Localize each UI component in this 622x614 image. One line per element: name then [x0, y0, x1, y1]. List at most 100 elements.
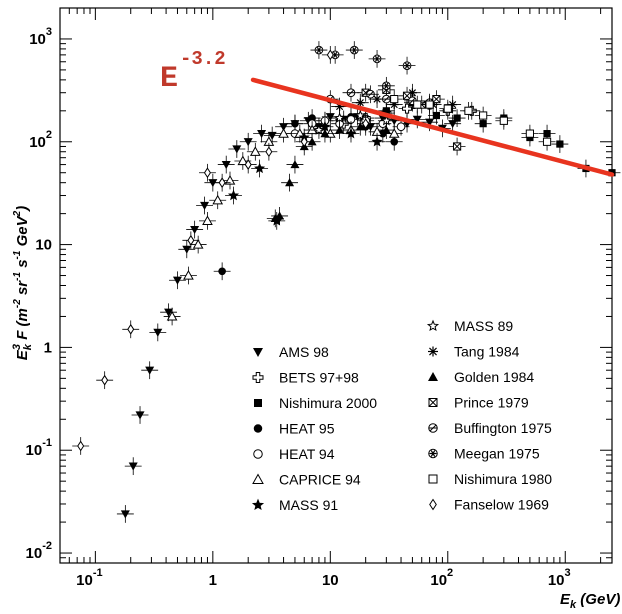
legend-label: HEAT 95: [279, 421, 335, 437]
data-point: [225, 186, 242, 205]
data-point: [213, 173, 231, 192]
legend-label: AMS 98: [279, 344, 329, 360]
data-point: [448, 109, 466, 127]
legend-entry: Prince 1979: [428, 395, 529, 411]
legend-entry: HEAT 94: [253, 446, 335, 462]
data-point: [281, 173, 299, 192]
legend-label: Nishimura 1980: [454, 471, 552, 487]
axis-titles: Ek (GeV) Ek3 F (m-2 sr-1 s-1 GeV2): [11, 206, 620, 611]
data-point: [427, 106, 445, 125]
data-point: [310, 41, 328, 59]
power-law-fit: [250, 77, 615, 177]
data-point: [182, 231, 200, 250]
legend-entry: CAPRICE 94: [252, 472, 361, 488]
legend-label: HEAT 94: [279, 446, 335, 462]
data-point: [228, 140, 246, 158]
legend-entry: Tang 1984: [428, 344, 520, 360]
legend-entry: HEAT 95: [253, 421, 335, 437]
data-point: [295, 132, 313, 151]
data-point: [460, 101, 477, 120]
x-tick-label: 103: [548, 567, 571, 589]
data-point: [275, 124, 293, 143]
y-axis-title: Ek3 F (m-2 sr-1 s-1 GeV2): [11, 206, 34, 360]
y-tick-label: 102: [29, 129, 52, 151]
data-point: [439, 99, 457, 118]
data-point: [421, 95, 439, 114]
data-point: [96, 371, 114, 390]
legend-label: Buffington 1975: [454, 420, 552, 436]
data-point: [189, 235, 207, 254]
data-point: [521, 124, 539, 143]
data-point: [448, 137, 466, 156]
data-point: [368, 132, 386, 151]
legend-entry: Buffington 1975: [428, 420, 552, 436]
data-point: [122, 320, 140, 339]
legend-entry: Golden 1984: [428, 369, 534, 385]
data-point: [538, 132, 556, 151]
data-point: [131, 406, 149, 424]
data-point: [377, 76, 395, 95]
data-point: [163, 307, 181, 326]
fit-line: [250, 77, 615, 177]
data-point: [377, 121, 395, 139]
legend-label: Nishimura 2000: [279, 395, 377, 411]
x-tick-label: 10: [322, 572, 339, 589]
legend-entry: Fanselow 1969: [429, 497, 549, 513]
data-point: [124, 457, 142, 476]
data-point: [342, 83, 360, 102]
legend-entry: MASS 91: [251, 497, 338, 513]
data-point: [286, 155, 304, 174]
legend-entry: Nishimura 2000: [254, 395, 377, 411]
data-point: [199, 163, 216, 182]
data-point: [116, 505, 134, 523]
legend-label: MASS 89: [454, 318, 513, 334]
data-point: [253, 124, 271, 143]
data-point: [351, 93, 369, 112]
data-point: [186, 220, 204, 239]
slope-annotation: E-3.2: [160, 48, 226, 96]
data-point: [357, 114, 375, 133]
data-point: [141, 361, 159, 380]
data-point: [495, 111, 513, 130]
y-tick-label: 10-2: [26, 540, 52, 562]
data-point: [251, 159, 269, 178]
legend-entry: Nishimura 1980: [428, 471, 552, 487]
legend-label: Fanselow 1969: [454, 497, 549, 513]
legend-label: Tang 1984: [454, 344, 520, 360]
legend-label: Prince 1979: [454, 395, 529, 411]
annotation: E-3.2: [160, 48, 226, 96]
x-tick-label: 102: [430, 567, 453, 589]
data-point: [209, 191, 227, 210]
legend-label: Meegan 1975: [454, 446, 540, 462]
data-point: [239, 155, 257, 174]
legend-entry: Meegan 1975: [428, 446, 540, 462]
legend-entry: MASS 89: [426, 318, 513, 334]
data-point: [398, 56, 416, 75]
data-point: [368, 49, 386, 68]
data-point: [271, 207, 289, 225]
y-tick-label: 10-1: [26, 437, 52, 459]
data-point: [474, 106, 492, 125]
data-point: [385, 90, 403, 108]
data-point: [199, 212, 216, 230]
legend-entry: BETS 97+98: [252, 370, 359, 386]
data-point: [169, 271, 186, 290]
y-tick-label: 103: [29, 26, 52, 48]
data-point: [221, 171, 239, 190]
legend-label: BETS 97+98: [279, 370, 359, 386]
data-points: [72, 41, 621, 523]
x-axis-title: Ek (GeV): [560, 591, 620, 611]
data-point: [551, 135, 569, 153]
data-point: [260, 142, 278, 161]
legend: AMS 98 BETS 97+98 Nishimura 2000 HEAT 95 HEA…: [251, 318, 552, 513]
data-point: [316, 124, 334, 143]
data-point: [149, 323, 167, 342]
legend-label: CAPRICE 94: [279, 472, 361, 488]
data-point: [180, 266, 197, 285]
legend-label: MASS 91: [279, 497, 338, 513]
data-point: [321, 45, 339, 64]
data-point: [239, 132, 257, 151]
data-point: [362, 85, 379, 104]
axes: 10-1 1 10 102 103 10-2 10-1 1 10 102 103: [26, 7, 613, 589]
